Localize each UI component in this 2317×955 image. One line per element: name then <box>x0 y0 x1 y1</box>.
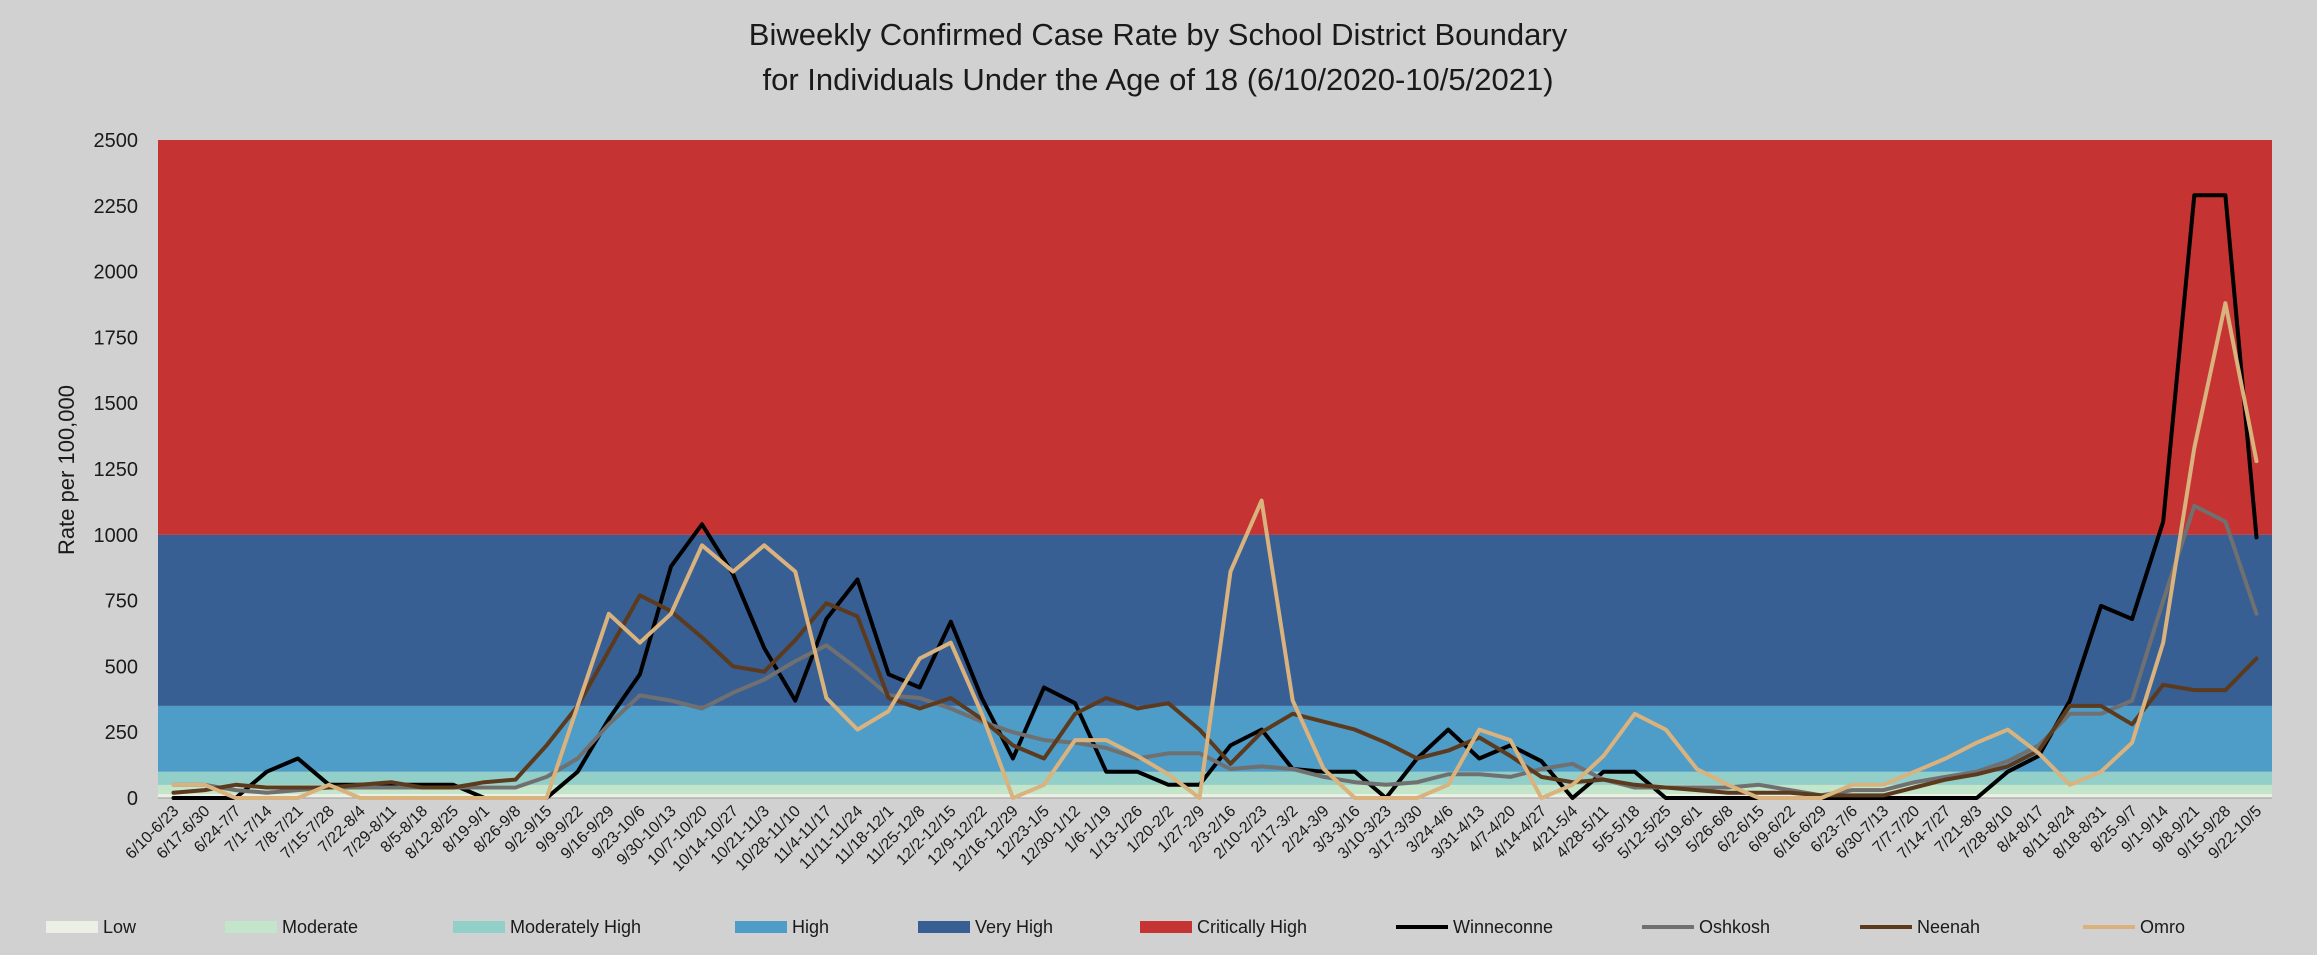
y-tick-label: 750 <box>105 591 138 613</box>
legend-label-very-high: Very High <box>975 917 1053 937</box>
y-axis: 0 250 500 750 1000 1250 1500 1750 2000 2250 2500 <box>94 130 139 810</box>
band-moderate <box>158 784 2272 795</box>
legend-label-omro: Omro <box>2140 917 2185 937</box>
band-low <box>158 794 2272 798</box>
y-tick-label: 2000 <box>94 262 139 284</box>
series-lines <box>171 193 2259 800</box>
legend-swatch-very-high <box>918 921 970 933</box>
band-moderately-high <box>158 771 2272 785</box>
legend-swatch-moderately-high <box>453 921 505 933</box>
y-tick-label: 1000 <box>94 525 139 547</box>
x-axis: 6/10-6/236/17-6/306/24-7/77/1-7/147/8-7/… <box>123 797 2272 875</box>
band-critically-high <box>158 140 2272 535</box>
y-tick-label: 2250 <box>94 196 139 218</box>
legend-label-critically-high: Critically High <box>1197 917 1307 937</box>
chart-title: Biweekly Confirmed Case Rate by School D… <box>749 17 1568 52</box>
y-tick-label: 1750 <box>94 327 139 349</box>
legend-label-high: High <box>792 917 829 937</box>
series-line-neenah <box>171 593 2259 798</box>
y-tick-label: 250 <box>105 722 138 744</box>
legend-label-moderate: Moderate <box>282 917 358 937</box>
y-axis-label: Rate per 100,000 <box>54 385 79 555</box>
chart-subtitle: for Individuals Under the Age of 18 (6/1… <box>762 62 1553 97</box>
y-tick-label: 2500 <box>94 130 139 152</box>
legend-label-neenah: Neenah <box>1917 917 1980 937</box>
legend-swatch-low <box>46 921 98 933</box>
legend-swatch-high <box>735 921 787 933</box>
y-tick-label: 0 <box>127 788 138 810</box>
legend-label-oshkosh: Oshkosh <box>1699 917 1770 937</box>
legend-swatch-moderate <box>225 921 277 933</box>
y-tick-label: 500 <box>105 656 138 678</box>
series-line-oshkosh <box>171 503 2259 798</box>
legend-label-winneconne: Winneconne <box>1453 917 1553 937</box>
legend: Low Moderate Moderately High High Very High C… <box>46 917 2185 937</box>
y-tick-label: 1250 <box>94 459 139 481</box>
y-tick-label: 1500 <box>94 393 139 415</box>
series-line-omro <box>171 301 2259 800</box>
legend-label-moderately-high: Moderately High <box>510 917 641 937</box>
legend-swatch-critically-high <box>1140 921 1192 933</box>
legend-label-low: Low <box>103 917 137 937</box>
